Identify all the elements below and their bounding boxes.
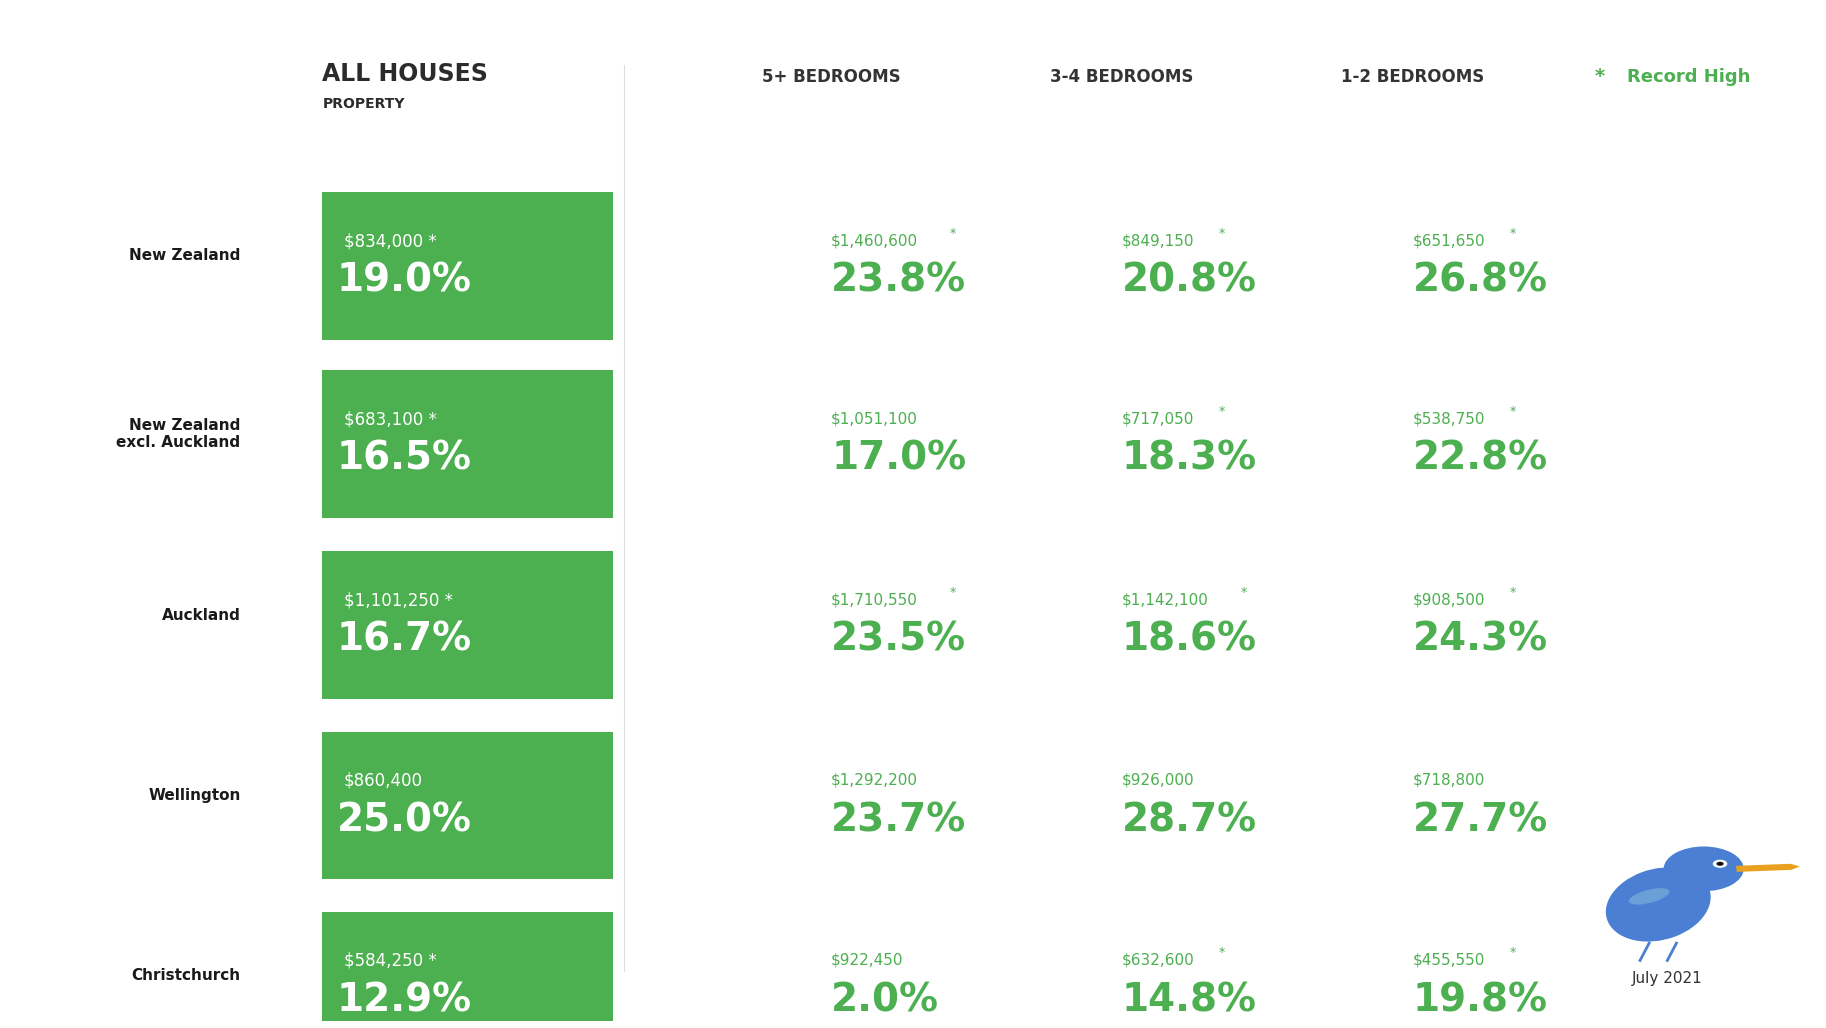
Text: $718,800: $718,800: [1413, 773, 1485, 787]
Text: $1,101,250 *: $1,101,250 *: [343, 591, 453, 610]
Text: Record High: Record High: [1627, 68, 1751, 85]
Text: 12.9%: 12.9%: [336, 981, 471, 1019]
Text: 14.8%: 14.8%: [1121, 981, 1256, 1019]
FancyBboxPatch shape: [321, 192, 614, 340]
Text: $651,650: $651,650: [1413, 233, 1486, 249]
FancyArrow shape: [1737, 864, 1800, 872]
Text: 18.3%: 18.3%: [1121, 440, 1256, 478]
Text: 19.0%: 19.0%: [336, 262, 471, 300]
Circle shape: [1716, 861, 1724, 866]
Text: $1,460,600: $1,460,600: [831, 233, 918, 249]
Text: $1,710,550: $1,710,550: [831, 593, 918, 608]
Text: 24.3%: 24.3%: [1413, 621, 1548, 659]
Text: Auckland: Auckland: [161, 608, 241, 623]
Text: $717,050: $717,050: [1121, 411, 1194, 427]
Text: 23.8%: 23.8%: [831, 262, 966, 300]
Text: 19.8%: 19.8%: [1413, 981, 1548, 1019]
FancyBboxPatch shape: [321, 551, 614, 699]
Text: 23.7%: 23.7%: [831, 801, 966, 839]
Text: July 2021: July 2021: [1632, 970, 1702, 986]
Text: 18.6%: 18.6%: [1121, 621, 1256, 659]
Text: $860,400: $860,400: [343, 771, 424, 790]
Text: 3-4 BEDROOMS: 3-4 BEDROOMS: [1050, 68, 1194, 85]
Text: *: *: [1510, 947, 1516, 959]
Text: 27.7%: 27.7%: [1413, 801, 1548, 839]
Text: 28.7%: 28.7%: [1121, 801, 1256, 839]
Text: *: *: [1240, 586, 1247, 599]
Text: $922,450: $922,450: [831, 953, 904, 967]
Text: New Zealand
excl. Auckland: New Zealand excl. Auckland: [117, 417, 241, 450]
Text: $908,500: $908,500: [1413, 593, 1485, 608]
Text: $632,600: $632,600: [1121, 953, 1194, 967]
Text: *: *: [1510, 227, 1516, 241]
Text: $1,051,100: $1,051,100: [831, 411, 918, 427]
Text: 20.8%: 20.8%: [1121, 262, 1256, 300]
Text: 26.8%: 26.8%: [1413, 262, 1548, 300]
Text: $849,150: $849,150: [1121, 233, 1194, 249]
Text: New Zealand: New Zealand: [130, 249, 241, 263]
FancyBboxPatch shape: [321, 732, 614, 879]
Text: Christchurch: Christchurch: [131, 967, 241, 983]
Text: 1-2 BEDROOMS: 1-2 BEDROOMS: [1342, 68, 1485, 85]
Text: 2.0%: 2.0%: [831, 981, 939, 1019]
Text: *: *: [1510, 586, 1516, 599]
Text: *: *: [1510, 405, 1516, 418]
Text: Wellington: Wellington: [148, 787, 241, 803]
Text: $834,000 *: $834,000 *: [343, 232, 436, 250]
Text: $683,100 *: $683,100 *: [343, 410, 436, 428]
FancyBboxPatch shape: [321, 370, 614, 518]
Text: $1,142,100: $1,142,100: [1121, 593, 1209, 608]
Text: 16.5%: 16.5%: [336, 440, 471, 478]
Circle shape: [1663, 846, 1744, 891]
Ellipse shape: [1605, 868, 1711, 942]
Text: 5+ BEDROOMS: 5+ BEDROOMS: [761, 68, 900, 85]
Text: $538,750: $538,750: [1413, 411, 1485, 427]
Text: $455,550: $455,550: [1413, 953, 1485, 967]
Text: *: *: [950, 586, 955, 599]
FancyBboxPatch shape: [321, 912, 614, 1028]
Text: 17.0%: 17.0%: [831, 440, 966, 478]
Text: *: *: [1218, 227, 1225, 241]
Text: 23.5%: 23.5%: [831, 621, 966, 659]
Text: 22.8%: 22.8%: [1413, 440, 1548, 478]
Text: $584,250 *: $584,250 *: [343, 951, 436, 969]
Text: *: *: [1218, 947, 1225, 959]
Text: 25.0%: 25.0%: [336, 801, 471, 839]
Text: $926,000: $926,000: [1121, 773, 1194, 787]
Text: ALL HOUSES: ALL HOUSES: [321, 62, 488, 85]
Text: PROPERTY: PROPERTY: [321, 97, 405, 111]
Text: *: *: [950, 227, 955, 241]
Text: 16.7%: 16.7%: [336, 621, 471, 659]
Text: *: *: [1594, 67, 1605, 85]
Ellipse shape: [1629, 888, 1669, 905]
Text: *: *: [1218, 405, 1225, 418]
Text: $1,292,200: $1,292,200: [831, 773, 918, 787]
Circle shape: [1713, 859, 1727, 868]
